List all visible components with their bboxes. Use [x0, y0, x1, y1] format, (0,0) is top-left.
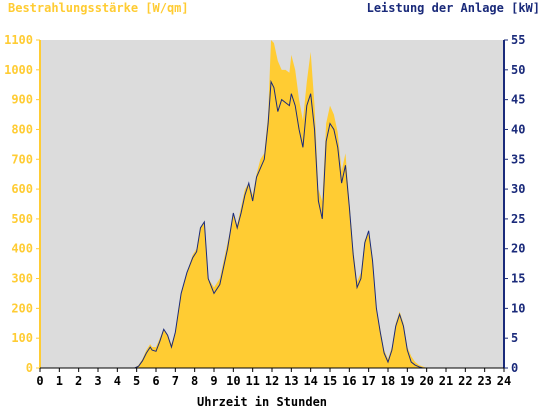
x-tick-label: 7: [172, 374, 179, 388]
x-tick-label: 15: [323, 374, 337, 388]
left-tick-label: 700: [11, 152, 33, 166]
x-tick-label: 23: [477, 374, 491, 388]
x-tick-label: 16: [342, 374, 356, 388]
right-tick-label: 55: [511, 33, 525, 47]
left-tick-label: 1100: [4, 33, 33, 47]
x-tick-label: 12: [265, 374, 279, 388]
left-tick-label: 300: [11, 272, 33, 286]
x-tick-label: 17: [361, 374, 375, 388]
x-axis-label: Uhrzeit in Stunden: [197, 395, 327, 408]
irradiance-area: [40, 40, 504, 368]
left-tick-label: 600: [11, 182, 33, 196]
right-tick-label: 15: [511, 272, 525, 286]
x-tick-label: 18: [381, 374, 395, 388]
right-axis-title: Leistung der Anlage [kW]: [367, 1, 540, 15]
x-tick-label: 3: [94, 374, 101, 388]
right-tick-label: 10: [511, 301, 525, 315]
x-tick-label: 2: [75, 374, 82, 388]
x-tick-label: 0: [36, 374, 43, 388]
left-axis-ticks: 0 100 200 300 400 500 600 700 800 900 1000 1100: [4, 33, 40, 375]
x-axis-ticks: 0 1 2 3 4 5 6 7 8 9 10 11 12 13 14 15 16 17 18 19 20 21 22 23 24: [36, 368, 511, 388]
x-tick-label: 21: [439, 374, 453, 388]
irradiance-series: [40, 40, 504, 368]
left-tick-label: 800: [11, 122, 33, 136]
right-tick-label: 25: [511, 212, 525, 226]
right-tick-label: 5: [511, 331, 518, 345]
x-tick-label: 20: [419, 374, 433, 388]
right-tick-label: 35: [511, 152, 525, 166]
x-tick-label: 22: [458, 374, 472, 388]
left-axis-title: Bestrahlungsstärke [W/qm]: [8, 1, 189, 15]
x-tick-label: 24: [497, 374, 511, 388]
x-tick-label: 11: [245, 374, 259, 388]
left-tick-label: 100: [11, 331, 33, 345]
x-tick-label: 10: [226, 374, 240, 388]
x-tick-label: 14: [303, 374, 317, 388]
power-line: [40, 79, 504, 369]
x-tick-label: 6: [152, 374, 159, 388]
x-tick-label: 1: [56, 374, 63, 388]
right-axis-ticks: 0 5 10 15 20 25 30 35 40 45 50 55: [504, 33, 525, 375]
right-tick-label: 20: [511, 242, 525, 256]
right-tick-label: 30: [511, 182, 525, 196]
left-tick-label: 400: [11, 242, 33, 256]
x-tick-label: 5: [133, 374, 140, 388]
left-tick-label: 900: [11, 93, 33, 107]
right-tick-label: 50: [511, 63, 525, 77]
right-tick-label: 0: [511, 361, 518, 375]
left-tick-label: 1000: [4, 63, 33, 77]
right-tick-label: 45: [511, 93, 525, 107]
right-tick-label: 40: [511, 122, 525, 136]
left-tick-label: 500: [11, 212, 33, 226]
x-tick-label: 13: [284, 374, 298, 388]
left-tick-label: 0: [26, 361, 33, 375]
power-series: [40, 79, 504, 369]
x-tick-label: 4: [114, 374, 121, 388]
x-tick-label: 8: [191, 374, 198, 388]
x-tick-label: 19: [400, 374, 414, 388]
left-tick-label: 200: [11, 301, 33, 315]
x-tick-label: 9: [210, 374, 217, 388]
